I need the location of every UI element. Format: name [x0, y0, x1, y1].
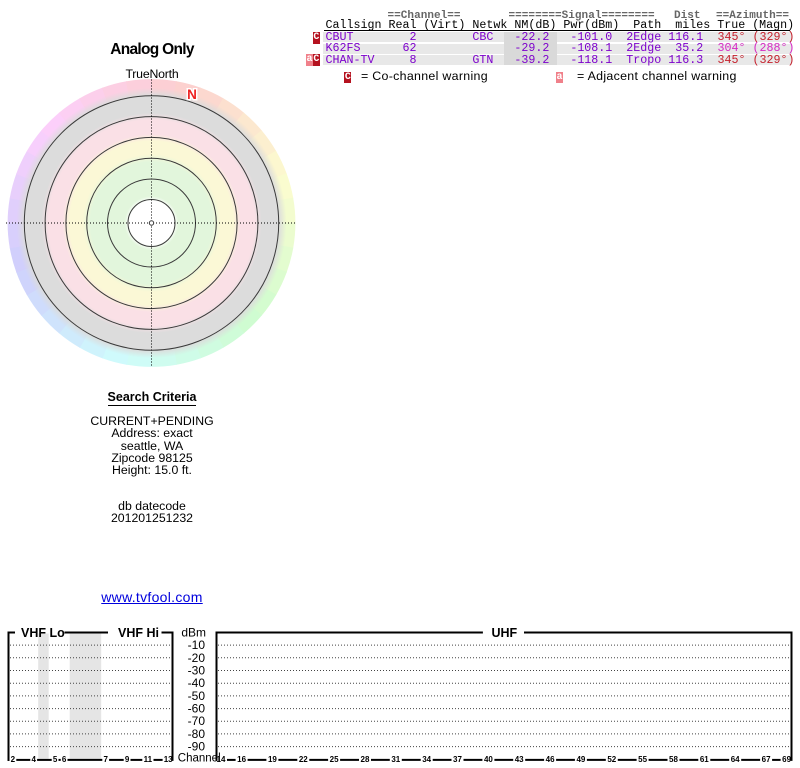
- svg-text:61: 61: [700, 755, 709, 764]
- svg-text:40: 40: [484, 755, 493, 764]
- svg-text:16: 16: [237, 755, 246, 764]
- svg-text:UHF: UHF: [492, 626, 518, 640]
- svg-text:43: 43: [515, 755, 524, 764]
- svg-text:55: 55: [638, 755, 647, 764]
- svg-text:-10: -10: [188, 638, 206, 652]
- svg-text:9: 9: [125, 755, 130, 764]
- svg-text:-60: -60: [188, 702, 206, 716]
- svg-text:11: 11: [144, 755, 153, 764]
- svg-text:dBm: dBm: [181, 626, 206, 640]
- svg-text:-90: -90: [188, 740, 206, 754]
- svg-text:4: 4: [31, 755, 36, 764]
- svg-text:7: 7: [103, 755, 108, 764]
- svg-text:25: 25: [330, 755, 339, 764]
- svg-text:VHF Lo: VHF Lo: [21, 626, 65, 640]
- svg-text:67: 67: [762, 755, 771, 764]
- svg-text:22: 22: [299, 755, 308, 764]
- svg-text:58: 58: [669, 755, 678, 764]
- svg-text:13: 13: [164, 755, 173, 764]
- svg-text:-70: -70: [188, 714, 206, 728]
- svg-text:-20: -20: [188, 651, 206, 665]
- svg-text:Channel: Channel: [178, 753, 221, 765]
- svg-text:N: N: [187, 87, 197, 102]
- svg-text:6: 6: [62, 755, 67, 764]
- svg-text:28: 28: [361, 755, 370, 764]
- svg-text:19: 19: [268, 755, 277, 764]
- svg-text:37: 37: [453, 755, 462, 764]
- svg-text:64: 64: [731, 755, 740, 764]
- svg-text:46: 46: [546, 755, 555, 764]
- svg-text:-80: -80: [188, 727, 206, 741]
- svg-text:2: 2: [11, 755, 16, 764]
- svg-text:-50: -50: [188, 689, 206, 703]
- svg-text:49: 49: [576, 755, 585, 764]
- svg-text:52: 52: [607, 755, 616, 764]
- svg-text:31: 31: [391, 755, 400, 764]
- svg-text:-40: -40: [188, 676, 206, 690]
- svg-text:VHF Hi: VHF Hi: [118, 626, 159, 640]
- svg-text:-30: -30: [188, 664, 206, 678]
- svg-text:14: 14: [217, 755, 226, 764]
- svg-text:69: 69: [782, 755, 791, 764]
- svg-text:5: 5: [53, 755, 58, 764]
- svg-text:34: 34: [422, 755, 431, 764]
